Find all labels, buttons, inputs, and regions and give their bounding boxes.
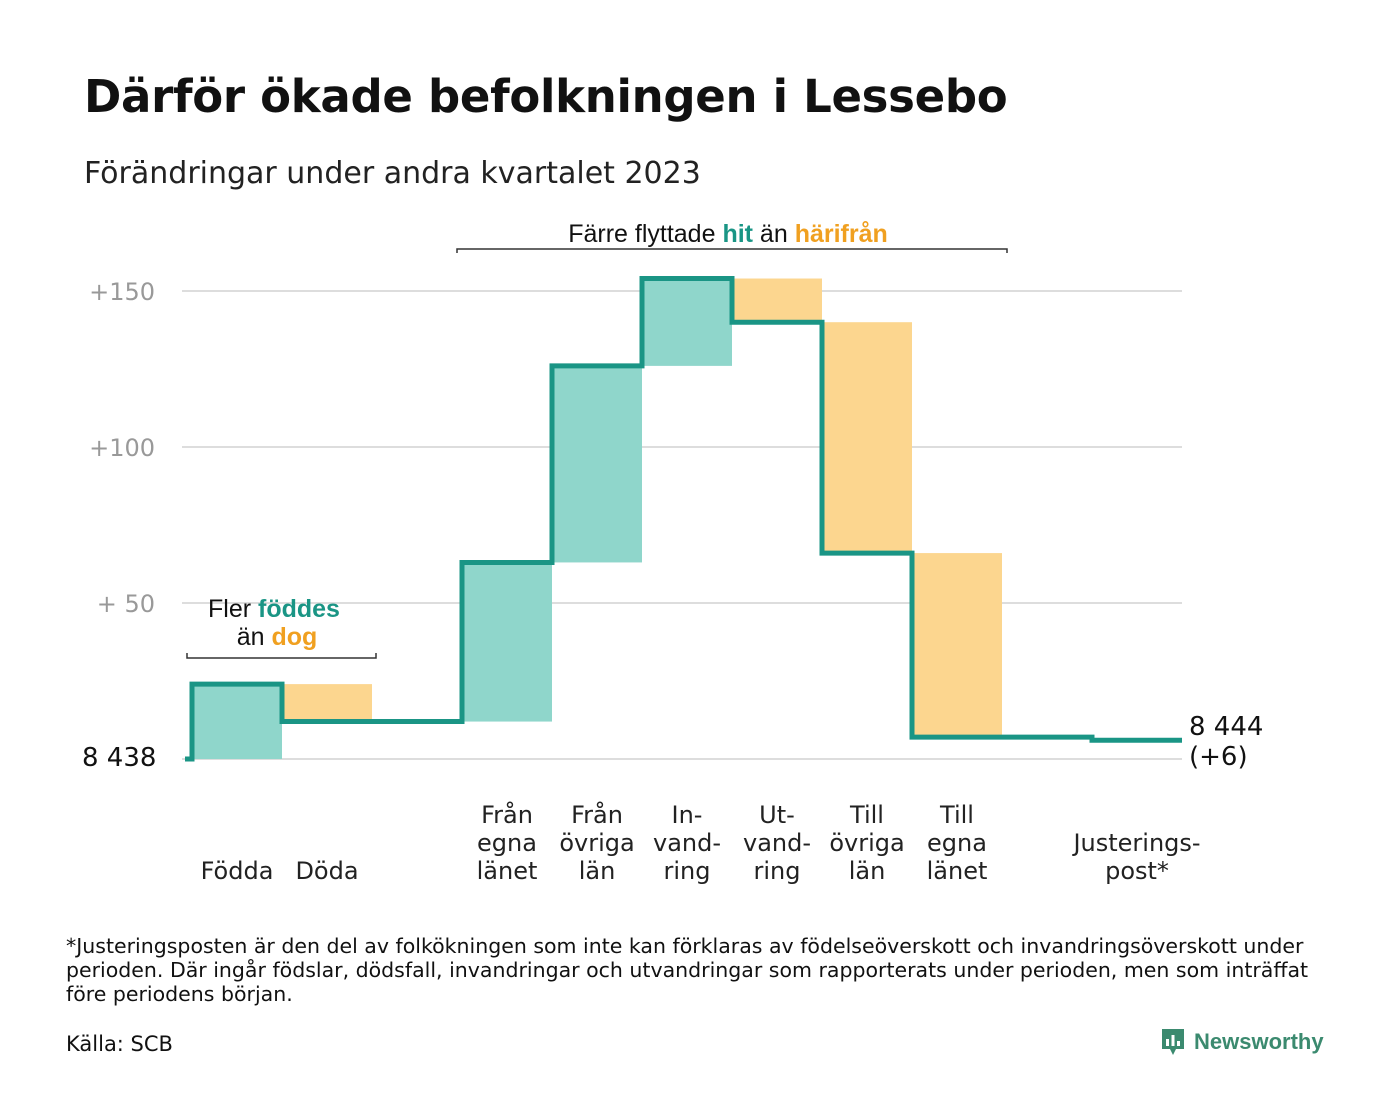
source-note: Källa: SCB — [66, 1032, 173, 1056]
category-label: Till — [849, 801, 884, 829]
category-label: ring — [754, 857, 801, 885]
category-label: län — [579, 857, 616, 885]
migration-bracket — [456, 248, 1008, 253]
end-value-label: 8 444 — [1189, 712, 1263, 742]
category-label: Justerings- — [1071, 829, 1200, 857]
category-label: länet — [927, 857, 988, 885]
category-label: egna — [927, 829, 987, 857]
chart-title: Därför ökade befolkningen i Lessebo — [84, 70, 1008, 123]
births-deaths-annotation: Fler föddes — [208, 595, 340, 623]
cumulative-step-line — [185, 276, 1182, 762]
newsworthy-logo-text: Newsworthy — [1194, 1029, 1324, 1054]
y-tick-label: +100 — [89, 434, 155, 462]
category-label: länet — [477, 857, 538, 885]
births-deaths-bracket — [186, 653, 377, 659]
footnote: *Justeringsposten är den del av folkökni… — [66, 934, 1309, 1006]
waterfall-bar — [282, 684, 372, 722]
category-label: län — [849, 857, 886, 885]
category-label: egna — [477, 829, 537, 857]
births-deaths-annotation: än dog — [237, 623, 318, 651]
category-label: övriga — [559, 829, 634, 857]
waterfall-bar — [912, 553, 1002, 738]
category-label: Ut- — [759, 801, 795, 829]
category-label: Födda — [201, 857, 274, 885]
category-label: vand- — [743, 829, 811, 857]
waterfall-bar — [822, 322, 912, 554]
newsworthy-logo[interactable]: Newsworthy — [1160, 1027, 1324, 1057]
waterfall-bar — [642, 278, 732, 366]
category-label: Till — [939, 801, 974, 829]
category-label: In- — [672, 801, 703, 829]
category-label: Från — [481, 800, 533, 829]
y-tick-label: + 50 — [97, 590, 155, 618]
chart-subtitle: Förändringar under andra kvartalet 2023 — [84, 156, 701, 191]
category-label: vand- — [653, 829, 721, 857]
category-label: övriga — [829, 829, 904, 857]
waterfall-bar — [732, 278, 822, 323]
start-value-label: 8 438 — [82, 743, 156, 773]
end-value-label: (+6) — [1189, 742, 1248, 772]
category-label: Från — [571, 800, 623, 829]
category-label: ring — [664, 857, 711, 885]
newsworthy-logo-icon — [1162, 1029, 1184, 1055]
migration-annotation: Färre flyttade hit än härifrån — [568, 220, 888, 248]
y-tick-label: +150 — [89, 278, 155, 306]
waterfall-bar — [552, 365, 642, 563]
category-label: post* — [1105, 857, 1169, 885]
waterfall-bar — [462, 562, 552, 722]
waterfall-bar — [192, 684, 282, 759]
category-label: Döda — [295, 857, 358, 885]
